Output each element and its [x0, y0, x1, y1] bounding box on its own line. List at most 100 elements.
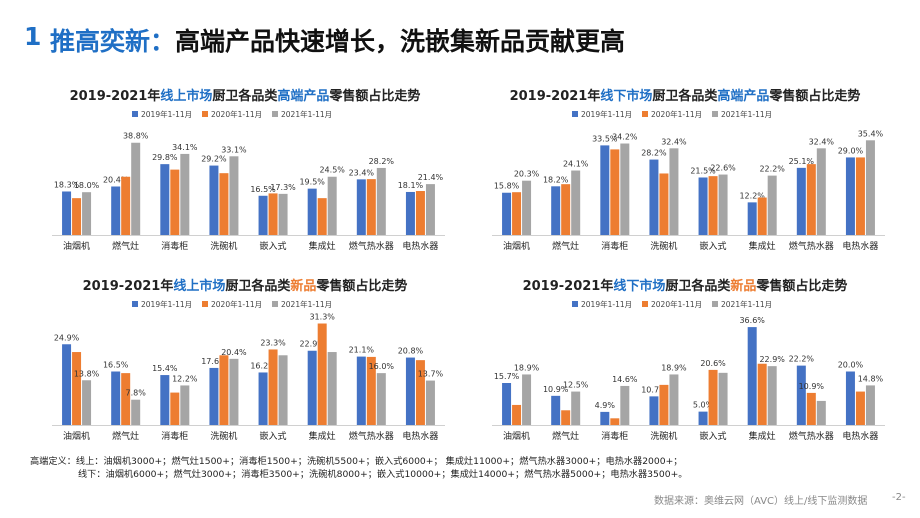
chart-title-part: 零售额占比走势 — [755, 278, 847, 294]
chart-title-part: 厨卫各品类 — [212, 88, 278, 104]
data-label: 10.9% — [799, 382, 825, 391]
data-label: 24.5% — [319, 166, 345, 175]
bar — [708, 369, 718, 425]
bar — [845, 157, 855, 235]
legend-label: 2021年1-11月 — [721, 299, 772, 309]
bar — [317, 323, 327, 425]
data-label: 16.5% — [250, 185, 276, 194]
data-label: 33.1% — [221, 145, 247, 154]
bar — [356, 179, 366, 235]
bar — [72, 198, 82, 235]
bar — [131, 142, 141, 235]
data-label: 10.9% — [543, 385, 569, 394]
data-label: 13.7% — [418, 370, 444, 379]
bar — [767, 366, 777, 425]
legend-swatch — [272, 111, 278, 117]
page-title-highlight: 推高奕新： — [50, 27, 176, 56]
data-label: 20.6% — [700, 359, 726, 368]
chart-online-new-products-svg: 2019-2021年线上市场厨卫各品类新品零售额占比走势 2019年1-11月 20… — [52, 278, 445, 442]
data-label: 24.9% — [54, 333, 80, 342]
category-label: 嵌入式 — [260, 430, 287, 442]
category-label: 油烟机 — [63, 430, 90, 442]
bar — [229, 156, 239, 235]
category-label: 消毒柜 — [601, 430, 628, 442]
category-label: 消毒柜 — [161, 430, 188, 442]
data-label: 24.1% — [563, 160, 589, 169]
chart-title-part: 厨卫各品类 — [665, 278, 731, 294]
bar — [82, 192, 92, 235]
chart-title-part: 线下市场 — [600, 88, 652, 104]
chart-title-part: 2019-2021年 — [523, 278, 614, 294]
data-label: 18.1% — [398, 181, 424, 190]
category-label: 消毒柜 — [161, 240, 188, 252]
category-label: 油烟机 — [503, 430, 530, 442]
chart-online-high-end: 2019-2021年线上市场厨卫各品类高端产品零售额占比走势 2019年1-11月… — [30, 80, 460, 260]
category-label: 电热水器 — [402, 240, 438, 252]
chart-offline-high-end: 2019-2021年线下市场厨卫各品类高端产品零售额占比走势 2019年1-11月… — [470, 80, 900, 260]
footnote-line-offline: 线下：油烟机6000+；燃气灶3000+；消毒柜3500+；洗碗机8000+；嵌… — [78, 469, 688, 480]
data-label: 35.4% — [858, 129, 884, 138]
data-label: 22.9% — [759, 355, 785, 364]
category-label: 燃气热水器 — [349, 430, 394, 442]
bar — [229, 358, 239, 425]
bar — [121, 373, 131, 425]
legend-swatch — [642, 301, 648, 307]
bar — [268, 349, 278, 425]
bar — [551, 395, 561, 425]
data-label: 34.1% — [172, 143, 198, 152]
bar — [855, 391, 865, 425]
legend-label: 2019年1-11月 — [141, 109, 192, 119]
category-label: 燃气热水器 — [349, 240, 394, 252]
category-label: 集成灶 — [309, 240, 336, 252]
data-label: 18.9% — [514, 363, 540, 372]
data-source: 数据来源：奥维云网（AVC）线上/线下监测数据 — [654, 496, 868, 507]
bar — [502, 383, 512, 425]
chart-title-part: 2019-2021年 — [510, 88, 601, 104]
bar — [561, 410, 571, 425]
bar — [170, 392, 180, 425]
chart-title-part: 高端产品 — [277, 88, 329, 104]
data-label: 18.3% — [54, 180, 80, 189]
data-label: 21.5% — [690, 166, 716, 175]
legend-label: 2020年1-11月 — [211, 299, 262, 309]
data-label: 13.8% — [74, 369, 100, 378]
bar — [72, 352, 82, 425]
bar — [121, 176, 131, 235]
legend-swatch — [202, 301, 208, 307]
category-label: 电热水器 — [402, 430, 438, 442]
data-label: 28.2% — [641, 149, 667, 158]
legend-swatch — [572, 301, 578, 307]
data-label: 14.6% — [612, 375, 638, 384]
legend-label: 2020年1-11月 — [211, 109, 262, 119]
legend-swatch — [572, 111, 578, 117]
chart-online-high-end-svg: 2019-2021年线上市场厨卫各品类高端产品零售额占比走势 2019年1-11月… — [52, 88, 445, 252]
category-label: 电热水器 — [842, 240, 878, 252]
data-label: 33.5% — [592, 134, 618, 143]
bar — [522, 180, 532, 235]
category-label: 燃气灶 — [552, 430, 579, 442]
bar — [425, 380, 435, 425]
category-label: 洗碗机 — [210, 430, 237, 442]
bar — [258, 195, 268, 235]
bar — [258, 372, 268, 425]
data-label: 32.4% — [661, 137, 687, 146]
data-label: 23.4% — [349, 168, 375, 177]
data-label: 29.8% — [152, 153, 178, 162]
data-label: 20.8% — [398, 347, 424, 356]
category-label: 集成灶 — [749, 240, 776, 252]
data-label: 22.9% — [299, 340, 325, 349]
bar — [180, 153, 190, 235]
page-title-rest: 高端产品快速增长，洗嵌集新品贡献更高 — [175, 27, 626, 56]
category-label: 嵌入式 — [260, 240, 287, 252]
data-label: 12.5% — [563, 381, 589, 390]
chart-title-part: 新品 — [290, 278, 316, 294]
bar — [512, 192, 522, 235]
bar — [747, 327, 757, 425]
legend-label: 2020年1-11月 — [651, 299, 702, 309]
bar — [376, 373, 386, 425]
chart-title: 2019-2021年线下市场厨卫各品类高端产品零售额占比走势 — [510, 88, 861, 104]
bar — [278, 355, 288, 425]
data-label: 21.4% — [418, 173, 444, 182]
chart-title-part: 2019-2021年 — [83, 278, 174, 294]
bar — [561, 184, 571, 235]
